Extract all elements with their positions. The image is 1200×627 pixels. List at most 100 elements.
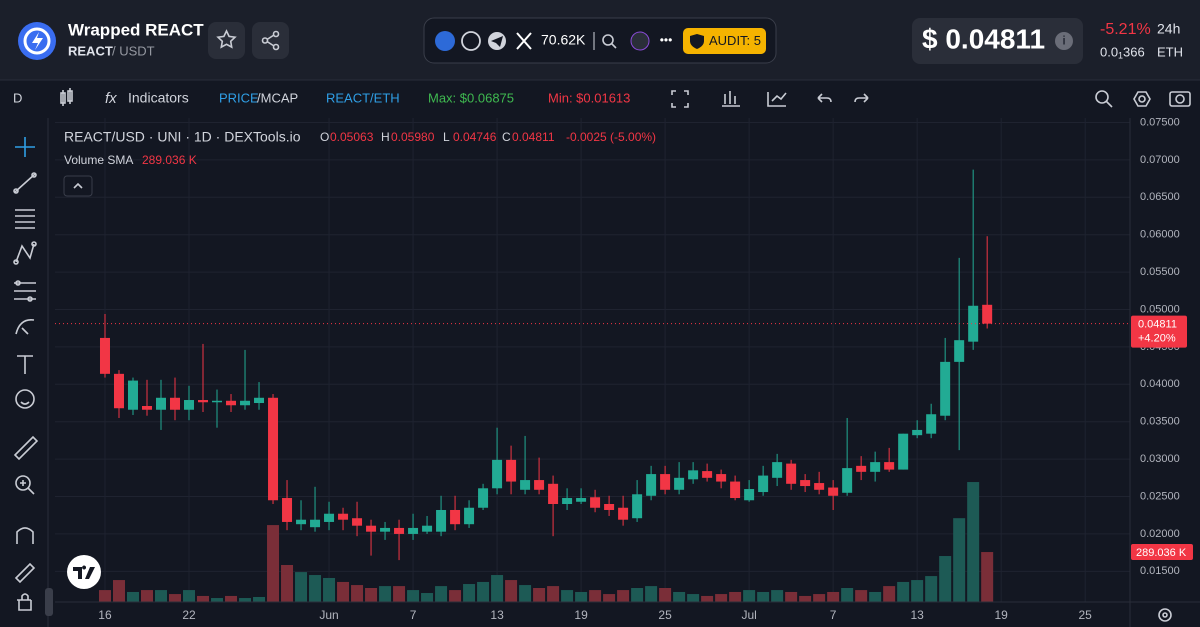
candle-body — [268, 397, 279, 501]
token-logo-ring — [23, 27, 51, 55]
more-dots[interactable]: ••• — [660, 33, 673, 47]
ohlc-key: C — [502, 130, 511, 144]
x-tick-label: 7 — [830, 608, 837, 622]
volume-bar — [799, 595, 812, 602]
volume-bar — [225, 595, 238, 602]
candle-body — [646, 474, 657, 496]
candle-body — [282, 498, 293, 522]
x-link[interactable] — [516, 32, 532, 50]
chevron — [73, 182, 83, 189]
redo[interactable] — [854, 93, 869, 103]
volume-bar — [855, 590, 868, 602]
camera-icon[interactable] — [1169, 91, 1191, 107]
candle-body — [380, 527, 391, 532]
dex-link[interactable] — [630, 31, 650, 51]
candle-body — [352, 518, 363, 526]
share-button[interactable] — [252, 22, 289, 59]
chart-icon-2[interactable] — [767, 92, 787, 107]
candle-body — [113, 373, 124, 409]
volume-bar — [589, 590, 602, 602]
mcap-toggle[interactable]: /MCAP — [257, 90, 298, 105]
scroll-handle[interactable] — [45, 588, 53, 616]
candle-body — [912, 429, 923, 436]
chart-icon-1[interactable] — [722, 91, 740, 107]
tv-logo[interactable] — [67, 555, 101, 589]
x-tick-label: 19 — [994, 608, 1008, 622]
candle-body — [366, 525, 377, 532]
volume-bar — [785, 591, 798, 602]
ohlc-key: L — [443, 130, 450, 144]
drawing-tools[interactable] — [13, 137, 39, 611]
interval[interactable]: D — [13, 90, 22, 105]
indicators-button[interactable]: Indicators — [128, 90, 189, 106]
followers: 70.62K — [541, 32, 586, 48]
volume-bar — [575, 591, 588, 602]
x-tick-label: 16 — [98, 608, 112, 622]
favorite-button[interactable] — [208, 22, 245, 59]
candle-body — [828, 487, 839, 496]
max-price: Max: $0.06875 — [428, 90, 514, 105]
settings-icon[interactable] — [1133, 91, 1151, 107]
candle-body — [506, 459, 517, 482]
candle-body — [310, 519, 321, 528]
candle-body — [156, 397, 167, 410]
last-volume-label: 289.036 K — [1136, 547, 1187, 559]
min-price: Min: $0.01613 — [548, 90, 630, 105]
price-toggle[interactable]: PRICE — [219, 90, 259, 105]
volume-bar — [337, 581, 350, 602]
volume-bar — [561, 590, 574, 602]
y-tick-label: 0.02500 — [1140, 490, 1180, 502]
search-icon[interactable] — [602, 34, 617, 49]
fullscreen-icon[interactable] — [671, 90, 689, 108]
volume-bar — [533, 587, 546, 602]
volume-bar — [729, 591, 742, 602]
candle-type-icon[interactable] — [60, 88, 73, 106]
candle-body — [926, 414, 937, 434]
volume-bar — [659, 587, 672, 602]
magic-icon[interactable] — [1095, 90, 1113, 108]
candle-body — [786, 463, 797, 484]
chart-link[interactable] — [435, 31, 455, 51]
candle-body — [212, 400, 223, 403]
x-tick-label: 25 — [1079, 608, 1093, 622]
volume-bar — [197, 595, 210, 602]
last-volume-tag — [1131, 544, 1193, 561]
candle-body — [534, 480, 545, 490]
x-tick-label: 19 — [574, 608, 588, 622]
candle-body — [604, 504, 615, 510]
candle-body — [478, 488, 489, 508]
candle-body — [492, 459, 503, 489]
collapse-button[interactable] — [63, 175, 93, 197]
y-tick-label: 0.03500 — [1140, 416, 1180, 428]
volume-bar — [98, 590, 111, 602]
volume-bar — [365, 587, 378, 602]
y-tick-label: 0.02000 — [1140, 528, 1180, 540]
audit-badge[interactable] — [683, 28, 766, 54]
undo[interactable] — [817, 93, 832, 103]
ohlc-value: 0.04746 — [453, 130, 497, 144]
candle-body — [632, 494, 643, 519]
candle-body — [338, 513, 349, 520]
volume-bar — [925, 576, 938, 602]
y-tick-label: 0.03000 — [1140, 453, 1180, 465]
volume-value: 289.036 K — [142, 153, 197, 167]
eth-unit: ETH — [1157, 44, 1183, 59]
volume-bar — [673, 591, 686, 602]
fx-icon: fx — [105, 90, 117, 107]
candle-body — [898, 433, 909, 470]
y-tick-label: 0.05500 — [1140, 266, 1180, 278]
candle-body — [99, 337, 110, 374]
volume-bar — [631, 587, 644, 602]
token-logo-bolt — [32, 32, 43, 50]
volume-bar — [379, 586, 392, 602]
website-link[interactable] — [461, 31, 481, 51]
candle-body — [940, 361, 951, 416]
x-tick-label: Jul — [741, 608, 756, 622]
info-icon[interactable] — [1055, 32, 1073, 50]
axis-settings[interactable] — [1158, 608, 1172, 622]
pair-toggle[interactable]: REACT/ETH — [326, 90, 400, 105]
x-tick-label: Jun — [319, 608, 338, 622]
volume-bar — [687, 594, 700, 602]
tv-logo-mark — [73, 565, 95, 579]
